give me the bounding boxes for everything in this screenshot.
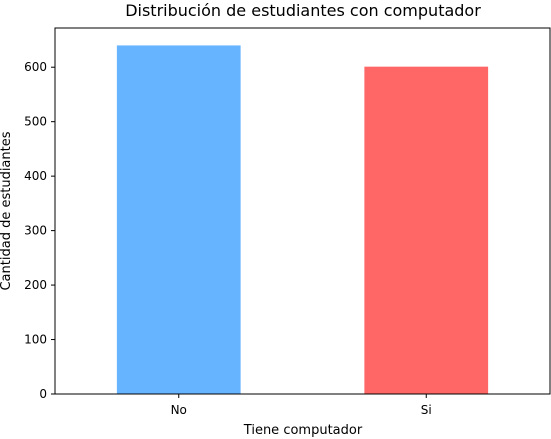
x-tick-label: No bbox=[171, 403, 187, 417]
y-tick-label: 400 bbox=[24, 169, 47, 183]
bar-no bbox=[116, 45, 241, 395]
y-tick-label: 0 bbox=[39, 387, 47, 401]
y-tick-label: 600 bbox=[24, 60, 47, 74]
y-tick-label: 200 bbox=[24, 278, 47, 292]
x-tick-label: Si bbox=[421, 403, 432, 417]
chart-title: Distribución de estudiantes con computad… bbox=[125, 1, 481, 20]
y-tick-label: 300 bbox=[24, 224, 47, 238]
x-axis: No Si bbox=[171, 394, 432, 417]
y-axis: 0 100 200 300 400 500 600 bbox=[24, 60, 55, 401]
plot-frame bbox=[54, 27, 551, 395]
y-tick-label: 500 bbox=[24, 115, 47, 129]
y-axis-label: Cantidad de estudiantes bbox=[0, 131, 14, 290]
bar-si bbox=[364, 66, 489, 394]
y-tick-label: 100 bbox=[24, 333, 47, 347]
bars-group bbox=[116, 45, 489, 395]
x-axis-label: Tiene computador bbox=[243, 423, 363, 438]
